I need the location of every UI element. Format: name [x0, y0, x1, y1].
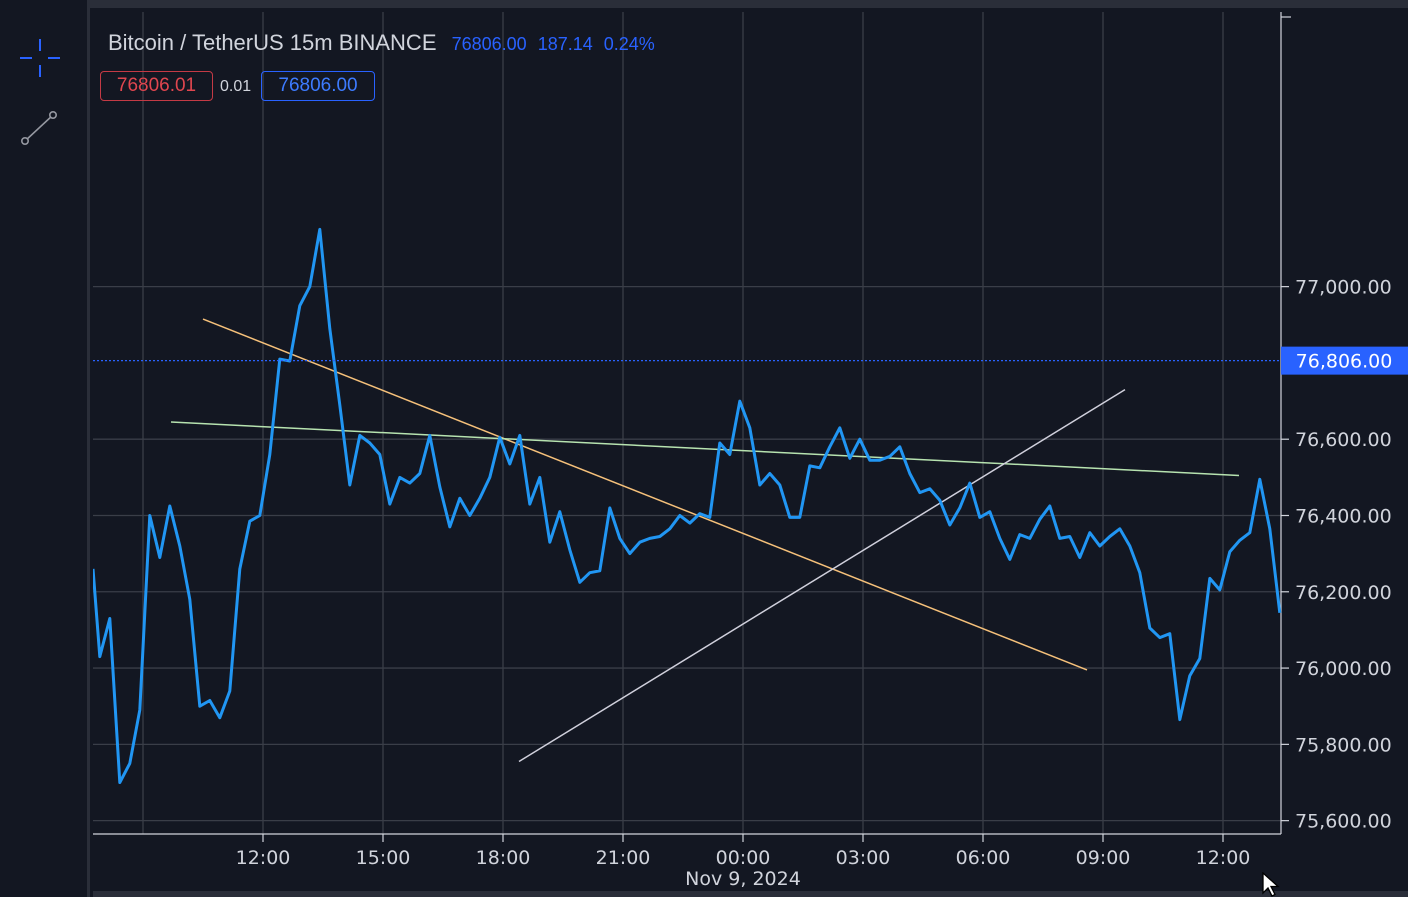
y-tick-label: 75,600.00: [1295, 811, 1392, 833]
x-tick-label: 12:00: [1196, 847, 1251, 869]
x-tick-label: 18:00: [476, 847, 531, 869]
trend-lines: [170, 318, 1240, 763]
bottom-border: [93, 891, 1408, 897]
legend-change: 187.14: [537, 34, 593, 54]
chart-grid: [93, 12, 1281, 834]
top-border: [0, 0, 1408, 8]
x-tick-label: 12:00: [236, 847, 291, 869]
x-tick-label: 03:00: [836, 847, 891, 869]
y-tick-label: 76,400.00: [1295, 505, 1392, 527]
x-tick-label: 06:00: [956, 847, 1011, 869]
trend-line-white: [518, 388, 1126, 763]
x-tick-label: 15:00: [356, 847, 411, 869]
mouse-cursor-icon: [1262, 872, 1280, 897]
trend-line-green: [170, 421, 1240, 477]
drawing-toolbar: [0, 0, 90, 897]
price-series-line: [93, 227, 1282, 784]
chart-legend: Bitcoin / TetherUS 15m BINANCE 76806.00 …: [108, 30, 661, 60]
price-chart[interactable]: 75,600.00 75,800.00 76,000.00 76,200.00 76,4…: [93, 12, 1408, 892]
x-tick-label: 00:00: [716, 847, 771, 869]
sell-price-button[interactable]: 76806.01: [100, 71, 213, 101]
date-label: Nov 9, 2024: [685, 868, 801, 890]
crosshair-icon[interactable]: [18, 36, 62, 80]
time-axis: 12:00 15:00 18:00 21:00 00:00 03:00 06:00 09:00…: [236, 834, 1251, 869]
last-price-label: 76,806.00: [1296, 351, 1393, 373]
trend-line-icon[interactable]: [18, 106, 62, 150]
trend-line-orange: [202, 318, 1088, 671]
y-tick-label: 77,000.00: [1295, 277, 1392, 299]
x-tick-label: 09:00: [1076, 847, 1131, 869]
legend-change-percent: 0.24%: [603, 34, 655, 54]
buy-price-button[interactable]: 76806.00: [261, 71, 375, 101]
y-tick-label: 76,600.00: [1295, 429, 1392, 451]
y-tick-label: 76,000.00: [1295, 658, 1392, 680]
last-price-badge: 76,806.00: [1281, 346, 1408, 375]
y-tick-label: 76,200.00: [1295, 582, 1392, 604]
y-tick-label: 75,800.00: [1295, 734, 1392, 756]
legend-price: 76806.00: [451, 34, 527, 54]
spread-value: 0.01: [220, 78, 252, 95]
x-tick-label: 21:00: [596, 847, 651, 869]
price-axis: 75,600.00 75,800.00 76,000.00 76,200.00 76,4…: [1281, 16, 1392, 833]
symbol-title: Bitcoin / TetherUS 15m BINANCE: [108, 30, 437, 55]
